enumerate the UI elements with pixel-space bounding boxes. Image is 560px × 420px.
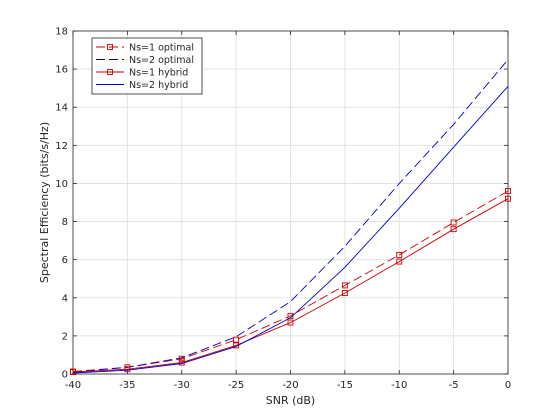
y-tick-label: 16 — [55, 65, 68, 76]
data-point-marker — [341, 282, 348, 289]
legend-entry-label: Ns=1 optimal — [129, 43, 194, 54]
x-tick-label: -25 — [228, 380, 244, 391]
x-tick-label: -30 — [174, 380, 190, 391]
y-tick-label: 12 — [55, 141, 68, 152]
series-ns-2-hybrid — [72, 86, 509, 374]
x-tick-label: -35 — [119, 380, 135, 391]
x-axis-label: SNR (dB) — [266, 394, 315, 407]
y-axis-label: Spectral Efficiency (bits/s/Hz) — [38, 122, 51, 283]
data-point-marker — [233, 336, 240, 343]
series-group — [70, 59, 511, 376]
series-line — [72, 86, 509, 374]
data-point-marker — [450, 219, 457, 226]
x-tick-label: -40 — [65, 380, 81, 391]
data-point-marker — [287, 319, 294, 326]
axis-ticks: -40 -35 -30 -25 -20 -15 -10 -5 0 0 2 4 6 8 10 12 14 16 18 — [55, 27, 511, 392]
legend-entry-label: Ns=2 optimal — [129, 55, 194, 66]
x-tick-label: -10 — [391, 380, 407, 391]
series-ns-2-optimal — [72, 59, 509, 373]
data-point-marker — [70, 369, 76, 376]
data-point-marker — [124, 366, 131, 373]
legend-entry-label: Ns=1 hybrid — [129, 68, 188, 79]
y-tick-label: 4 — [62, 293, 68, 304]
data-point-marker — [396, 251, 403, 258]
x-tick-label: 0 — [505, 380, 511, 391]
data-point-marker — [505, 195, 511, 202]
data-point-marker — [178, 355, 185, 362]
y-tick-label: 10 — [55, 179, 68, 190]
legend-marker-sample — [107, 44, 113, 50]
x-tick-label: -5 — [449, 380, 459, 391]
y-tick-label: 0 — [62, 370, 68, 381]
y-tick-label: 6 — [62, 255, 68, 266]
series-line — [72, 59, 509, 373]
data-point-marker — [341, 290, 348, 296]
y-tick-label: 2 — [62, 331, 68, 342]
grid — [72, 30, 509, 375]
x-tick-label: -20 — [282, 380, 298, 391]
data-point-marker — [450, 226, 457, 233]
data-point-marker — [505, 188, 511, 195]
y-tick-label: 14 — [55, 103, 68, 114]
legend-entry-label: Ns=2 hybrid — [129, 80, 188, 91]
legend-marker-sample — [107, 69, 113, 75]
data-point-marker — [396, 258, 403, 265]
y-tick-label: 18 — [55, 27, 68, 38]
y-tick-label: 8 — [62, 217, 68, 228]
series-line — [72, 198, 509, 373]
x-tick-label: -15 — [337, 380, 353, 391]
